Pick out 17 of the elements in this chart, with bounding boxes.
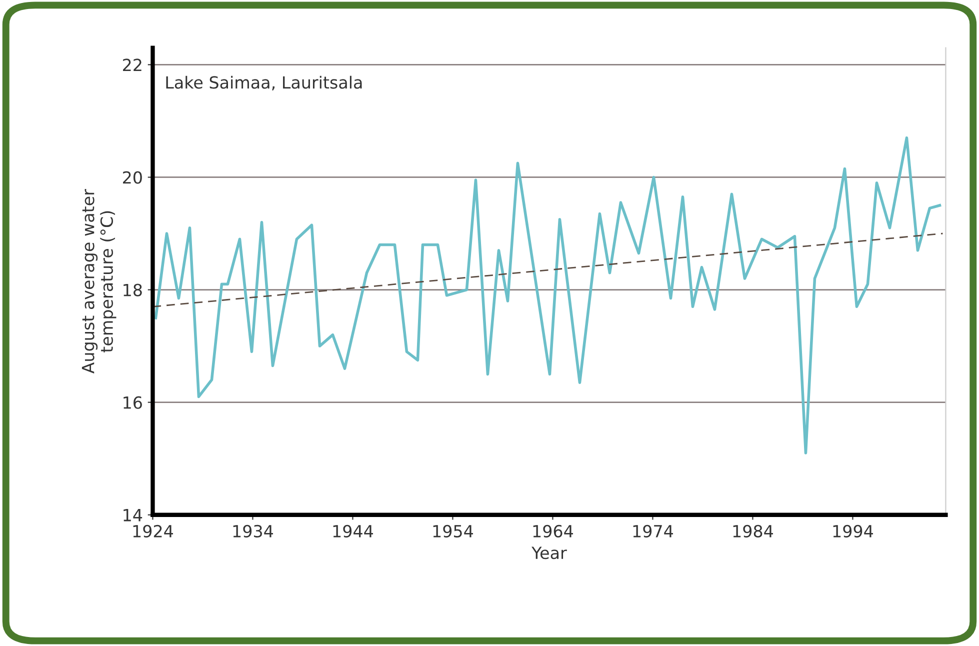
y-tick-label: 20 <box>123 171 142 184</box>
y-tick-label: 14 <box>124 509 142 522</box>
y-tick-label: 16 <box>124 396 142 409</box>
line-series <box>154 136 942 454</box>
x-tick-label: 1934 <box>233 524 273 538</box>
x-tick-label: 1924 <box>133 524 173 538</box>
y-tick-label: 22 <box>123 58 142 72</box>
x-axis-title: Year <box>532 546 567 560</box>
x-tick-label: 1964 <box>533 524 573 538</box>
x-tick-label: 1994 <box>833 524 873 538</box>
x-tick-label: 1974 <box>633 524 673 538</box>
x-tick-label: 1984 <box>733 524 773 538</box>
x-tick-label: 1954 <box>433 524 473 538</box>
annotation: Lake Saimaa, Lauritsala <box>166 76 362 90</box>
y-tick-label: 18 <box>124 284 142 296</box>
x-tick-label: 1944 <box>333 524 373 538</box>
y-axis-title: August average water temperature (°C) <box>82 189 116 374</box>
